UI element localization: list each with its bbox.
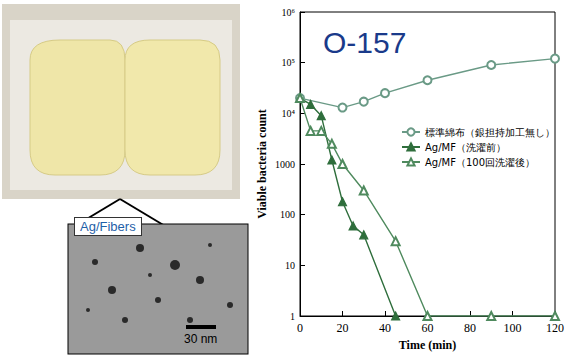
svg-text:10⁴: 10⁴ xyxy=(282,108,296,119)
svg-text:1: 1 xyxy=(290,311,295,322)
html-text:Ag/Fibers: Ag/Fibers xyxy=(80,219,136,234)
svg-text:40: 40 xyxy=(379,321,391,335)
svg-text:Ag/MF（100回洗濯後）: Ag/MF（100回洗濯後） xyxy=(425,157,535,168)
svg-text:10⁶: 10⁶ xyxy=(282,7,296,18)
svg-text:Viable bacteria count: Viable bacteria count xyxy=(255,109,269,219)
svg-text:20: 20 xyxy=(337,321,349,335)
svg-text:0: 0 xyxy=(297,321,303,335)
html-text:30 nm: 30 nm xyxy=(184,332,218,346)
svg-text:120: 120 xyxy=(546,321,564,335)
svg-text:100: 100 xyxy=(280,209,295,220)
svg-text:80: 80 xyxy=(464,321,476,335)
svg-text:60: 60 xyxy=(422,321,434,335)
svg-text:10⁵: 10⁵ xyxy=(282,57,296,68)
svg-text:10: 10 xyxy=(285,260,295,271)
svg-text:O-157: O-157 xyxy=(323,26,406,59)
svg-text:100: 100 xyxy=(504,321,522,335)
svg-text:1000: 1000 xyxy=(275,159,295,170)
svg-text:Time (min): Time (min) xyxy=(399,338,456,352)
svg-text:Ag/MF（洗濯前）: Ag/MF（洗濯前） xyxy=(425,142,506,153)
svg-text:標準綿布（銀担持加工無し）: 標準綿布（銀担持加工無し） xyxy=(425,127,555,138)
